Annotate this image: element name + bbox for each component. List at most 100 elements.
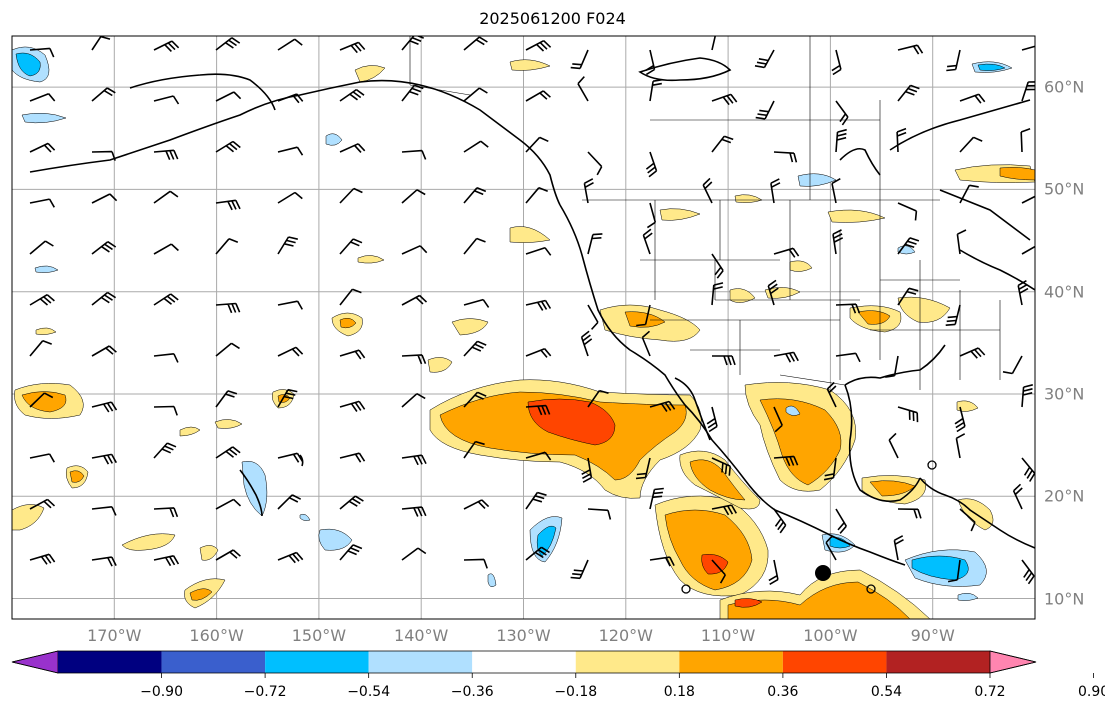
wind-barb — [277, 452, 304, 463]
wind-barb — [580, 330, 593, 357]
wind-barb — [463, 340, 487, 357]
positive-anomaly-region — [199, 545, 219, 561]
positive-anomaly-region — [764, 287, 801, 299]
negative-anomaly-region — [15, 52, 41, 77]
wind-barb — [339, 187, 363, 204]
wind-barb — [215, 549, 241, 561]
wind-barb — [587, 151, 603, 176]
wind-barb — [754, 49, 775, 69]
wind-barb — [711, 559, 726, 584]
positive-anomaly-region — [189, 588, 213, 601]
wind-barb — [1021, 81, 1035, 102]
longitude-label: 140°W — [394, 626, 449, 645]
station-marker — [866, 584, 876, 594]
wind-barb — [711, 504, 737, 516]
wind-barb — [29, 392, 54, 408]
wind-barb — [959, 184, 979, 204]
wind-barb — [91, 291, 117, 306]
wind-barb — [463, 499, 490, 510]
longitude-label: 120°W — [598, 626, 653, 645]
wind-barb — [636, 304, 651, 327]
wind-barb — [773, 508, 787, 534]
wind-barb — [587, 304, 599, 330]
wind-barb — [959, 93, 986, 104]
colorbar-segment — [886, 651, 990, 673]
wind-barb — [29, 498, 56, 510]
station-marker — [681, 584, 691, 594]
wind-barb — [91, 87, 116, 102]
colorbar-tick-label: −0.18 — [554, 684, 598, 700]
wind-barb — [1017, 280, 1029, 306]
wind-barb — [897, 237, 920, 255]
latitude-label: 40°N — [1044, 282, 1085, 302]
wind-barb — [826, 381, 837, 408]
wind-barb — [642, 228, 653, 255]
wind-barb — [153, 95, 180, 105]
wind-barb — [645, 49, 656, 76]
wind-barb — [773, 406, 783, 433]
wind-barb — [463, 140, 489, 153]
longitude-label: 160°W — [189, 626, 244, 645]
wind-barb — [463, 558, 488, 569]
positive-anomaly-region — [509, 59, 551, 71]
figure-title: 2025061200 F024 — [479, 9, 626, 28]
wind-barb — [823, 457, 837, 481]
wind-barb — [153, 243, 179, 255]
positive-anomaly-region — [121, 533, 176, 551]
coastline — [674, 377, 711, 441]
wind-barb — [215, 302, 241, 314]
wind-barb — [649, 556, 675, 567]
wind-barb — [956, 229, 967, 255]
wind-barb — [153, 555, 180, 567]
colorbar-extend-high — [989, 650, 1037, 674]
wind-barb — [153, 293, 179, 306]
wind-barb — [825, 535, 837, 561]
wind-barb — [339, 143, 366, 153]
wind-barb — [1012, 483, 1023, 510]
wind-barb — [277, 494, 302, 510]
colorbar-segment — [161, 651, 266, 673]
wind-barb — [153, 190, 179, 204]
wind-barb — [959, 347, 986, 359]
wind-barb — [773, 455, 799, 467]
wind-barb — [401, 189, 426, 204]
wind-barb — [339, 349, 366, 360]
wind-barb — [587, 233, 603, 255]
coastline — [129, 73, 276, 111]
wind-barb — [1021, 384, 1033, 408]
wind-barb — [525, 39, 552, 52]
colorbar-segment — [575, 651, 680, 673]
wind-barb — [525, 136, 549, 153]
positive-anomaly-region — [857, 310, 891, 325]
wind-barb — [339, 495, 364, 510]
wind-barb — [463, 298, 490, 308]
wind-barb — [91, 241, 117, 255]
wind-barb — [525, 546, 550, 561]
wind-barb — [401, 393, 426, 408]
positive-anomaly-region — [339, 317, 357, 329]
positive-anomaly-region — [451, 318, 489, 336]
wind-barb — [831, 49, 842, 76]
positive-anomaly-region — [664, 509, 753, 591]
positive-anomaly-region — [179, 426, 201, 437]
wind-barb — [339, 400, 366, 412]
wind-barb — [463, 237, 486, 255]
wind-barb — [463, 36, 488, 51]
positive-anomaly-region — [527, 398, 616, 446]
wind-barb — [29, 198, 55, 208]
negative-anomaly-region — [318, 528, 353, 551]
coastline — [559, 204, 906, 566]
longitude-label: 130°W — [496, 626, 551, 645]
wind-barb — [587, 389, 609, 408]
wind-barb — [215, 140, 241, 153]
positive-anomaly-region — [727, 581, 911, 619]
wind-barb — [835, 352, 861, 363]
coastline — [844, 344, 946, 386]
wind-barb — [767, 279, 779, 306]
wind-barb — [702, 177, 713, 204]
colorbar-segment — [782, 651, 887, 673]
wind-barb — [893, 535, 904, 561]
coastline — [844, 384, 921, 503]
wind-barb — [570, 559, 589, 580]
wind-barb — [277, 551, 304, 564]
